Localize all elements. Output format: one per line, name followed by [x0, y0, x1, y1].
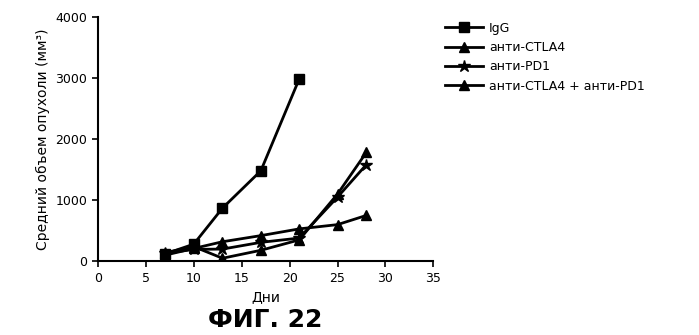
- анти-CTLA4: [362, 213, 370, 217]
- Line: анти-CTLA4: анти-CTLA4: [160, 211, 371, 260]
- анти-CTLA4 + анти-PD1: [362, 150, 370, 154]
- Line: анти-CTLA4 + анти-PD1: анти-CTLA4 + анти-PD1: [160, 148, 371, 263]
- анти-CTLA4: [218, 240, 226, 244]
- анти-CTLA4 + анти-PD1: [257, 248, 265, 252]
- анти-CTLA4 + анти-PD1: [161, 251, 169, 255]
- Text: ФИГ. 22: ФИГ. 22: [208, 308, 323, 332]
- анти-PD1: [189, 247, 198, 251]
- IgG: [218, 206, 226, 210]
- Line: анти-PD1: анти-PD1: [159, 158, 373, 260]
- анти-PD1: [295, 236, 303, 240]
- IgG: [257, 169, 265, 173]
- анти-PD1: [333, 195, 342, 199]
- анти-CTLA4: [161, 253, 169, 257]
- анти-CTLA4 + анти-PD1: [333, 192, 342, 196]
- анти-CTLA4: [189, 247, 198, 251]
- анти-CTLA4: [257, 233, 265, 238]
- анти-PD1: [362, 163, 370, 167]
- X-axis label: Дни: Дни: [251, 290, 280, 304]
- анти-PD1: [257, 240, 265, 244]
- Line: IgG: IgG: [160, 74, 304, 259]
- анти-CTLA4: [333, 223, 342, 227]
- IgG: [161, 252, 169, 256]
- IgG: [189, 242, 198, 246]
- Y-axis label: Средний объем опухоли (мм³): Средний объем опухоли (мм³): [36, 28, 50, 250]
- анти-CTLA4 + анти-PD1: [218, 256, 226, 260]
- анти-CTLA4 + анти-PD1: [189, 245, 198, 249]
- IgG: [295, 77, 303, 81]
- анти-PD1: [161, 251, 169, 255]
- анти-PD1: [218, 247, 226, 251]
- анти-CTLA4: [295, 227, 303, 231]
- Legend: IgG, анти-CTLA4, анти-PD1, анти-CTLA4 + анти-PD1: IgG, анти-CTLA4, анти-PD1, анти-CTLA4 + …: [440, 17, 649, 97]
- анти-CTLA4 + анти-PD1: [295, 238, 303, 242]
